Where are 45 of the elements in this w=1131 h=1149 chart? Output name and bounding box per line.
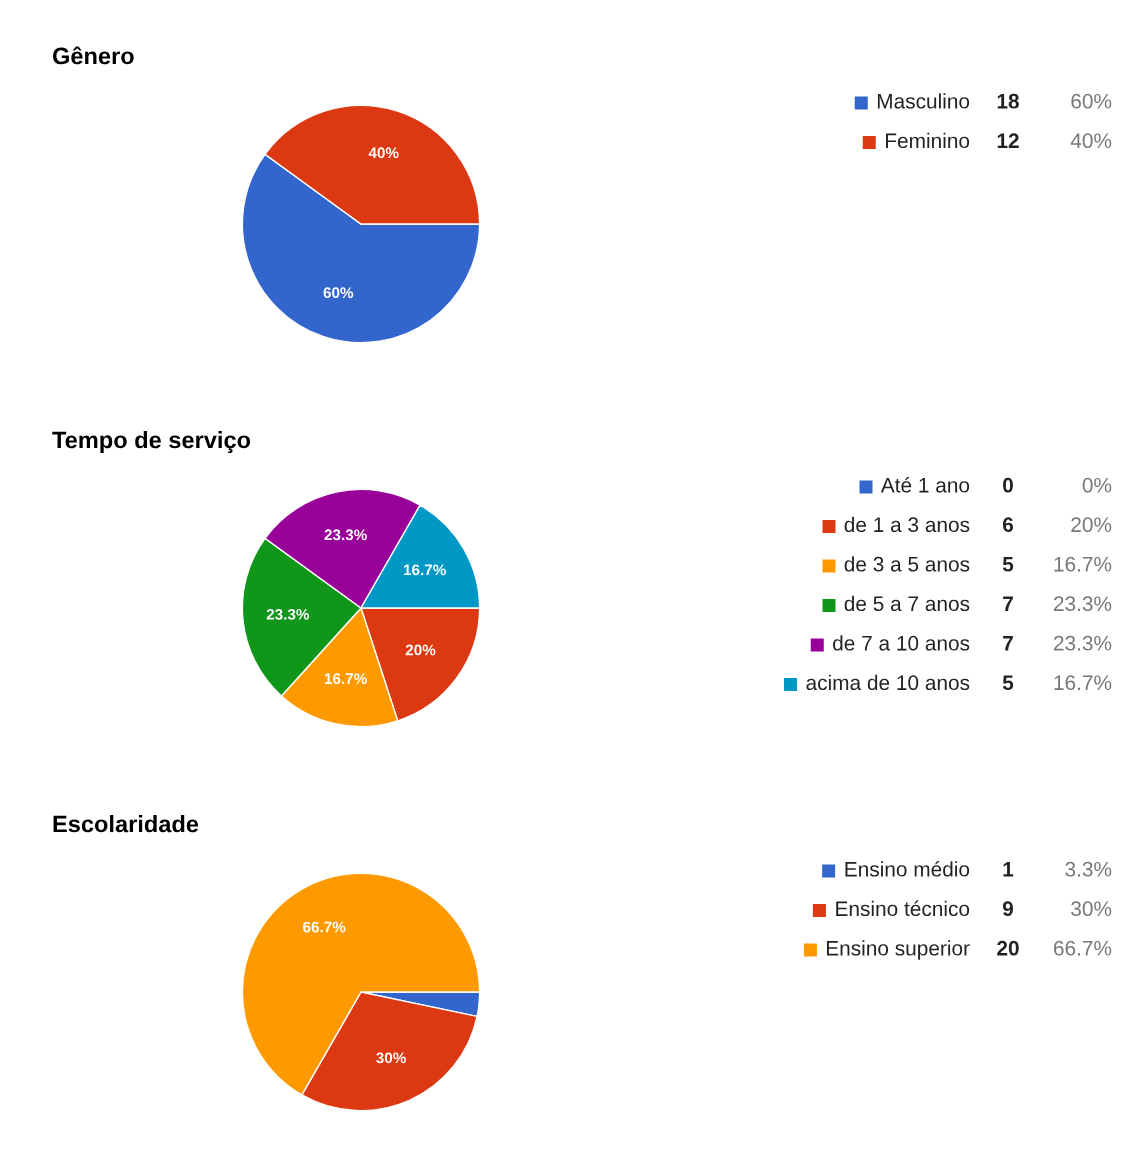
legend-label: de 5 a 7 anos — [844, 595, 970, 612]
legend-label: de 3 a 5 anos — [844, 556, 970, 572]
text: 0% — [1082, 477, 1112, 493]
data-label: 66.7% — [303, 921, 346, 933]
legend-label: Feminino — [886, 132, 970, 149]
text: 60% — [1071, 93, 1112, 109]
data-label: 16.7% — [324, 673, 367, 685]
data-label: 23.3% — [266, 608, 310, 620]
text: 0 — [1003, 477, 1013, 493]
data-label: 16.7% — [403, 564, 446, 576]
chart-title: Gênero — [52, 46, 134, 65]
data-label: 20% — [405, 644, 436, 656]
text: 7 — [1003, 596, 1013, 611]
text: 5 — [1002, 675, 1014, 691]
text: 23.3% — [1053, 635, 1112, 651]
legend-label: Até 1 ano — [880, 477, 970, 493]
text: 66.7% — [1053, 940, 1112, 956]
data-label: 60% — [323, 287, 354, 299]
data-label: 40% — [368, 147, 399, 159]
legend-label: acima de 10 anos — [806, 674, 970, 691]
text: 1 — [1003, 862, 1014, 877]
text: 5 — [1002, 557, 1014, 572]
text: 40% — [1070, 133, 1112, 149]
text: 18 — [997, 93, 1019, 109]
legend-label: Masculino — [877, 93, 970, 109]
legend-label: de 1 a 3 anos — [844, 516, 970, 533]
legend-label: Ensino médio — [845, 861, 970, 877]
text: 30% — [1071, 901, 1112, 917]
text: 12 — [997, 133, 1019, 148]
text: 9 — [1002, 901, 1014, 917]
chart-title: Escolaridade — [53, 814, 199, 833]
text: 6 — [1002, 517, 1014, 533]
data-label: 30% — [376, 1052, 406, 1064]
text: 20 — [997, 940, 1019, 956]
data-label: 23.3% — [324, 529, 367, 541]
text: 3.3% — [1065, 861, 1112, 877]
text: 16.7% — [1054, 556, 1112, 572]
text: 20% — [1071, 517, 1112, 533]
legend-label: de 7 a 10 anos — [833, 635, 970, 651]
text: 23.3% — [1053, 596, 1112, 612]
chart-title: Tempo de serviço — [52, 430, 251, 454]
text: 16.7% — [1054, 675, 1112, 691]
legend-label: Ensino superior — [826, 940, 970, 960]
text: 7 — [1003, 636, 1013, 651]
legend-label: Ensino técnico — [836, 900, 970, 917]
